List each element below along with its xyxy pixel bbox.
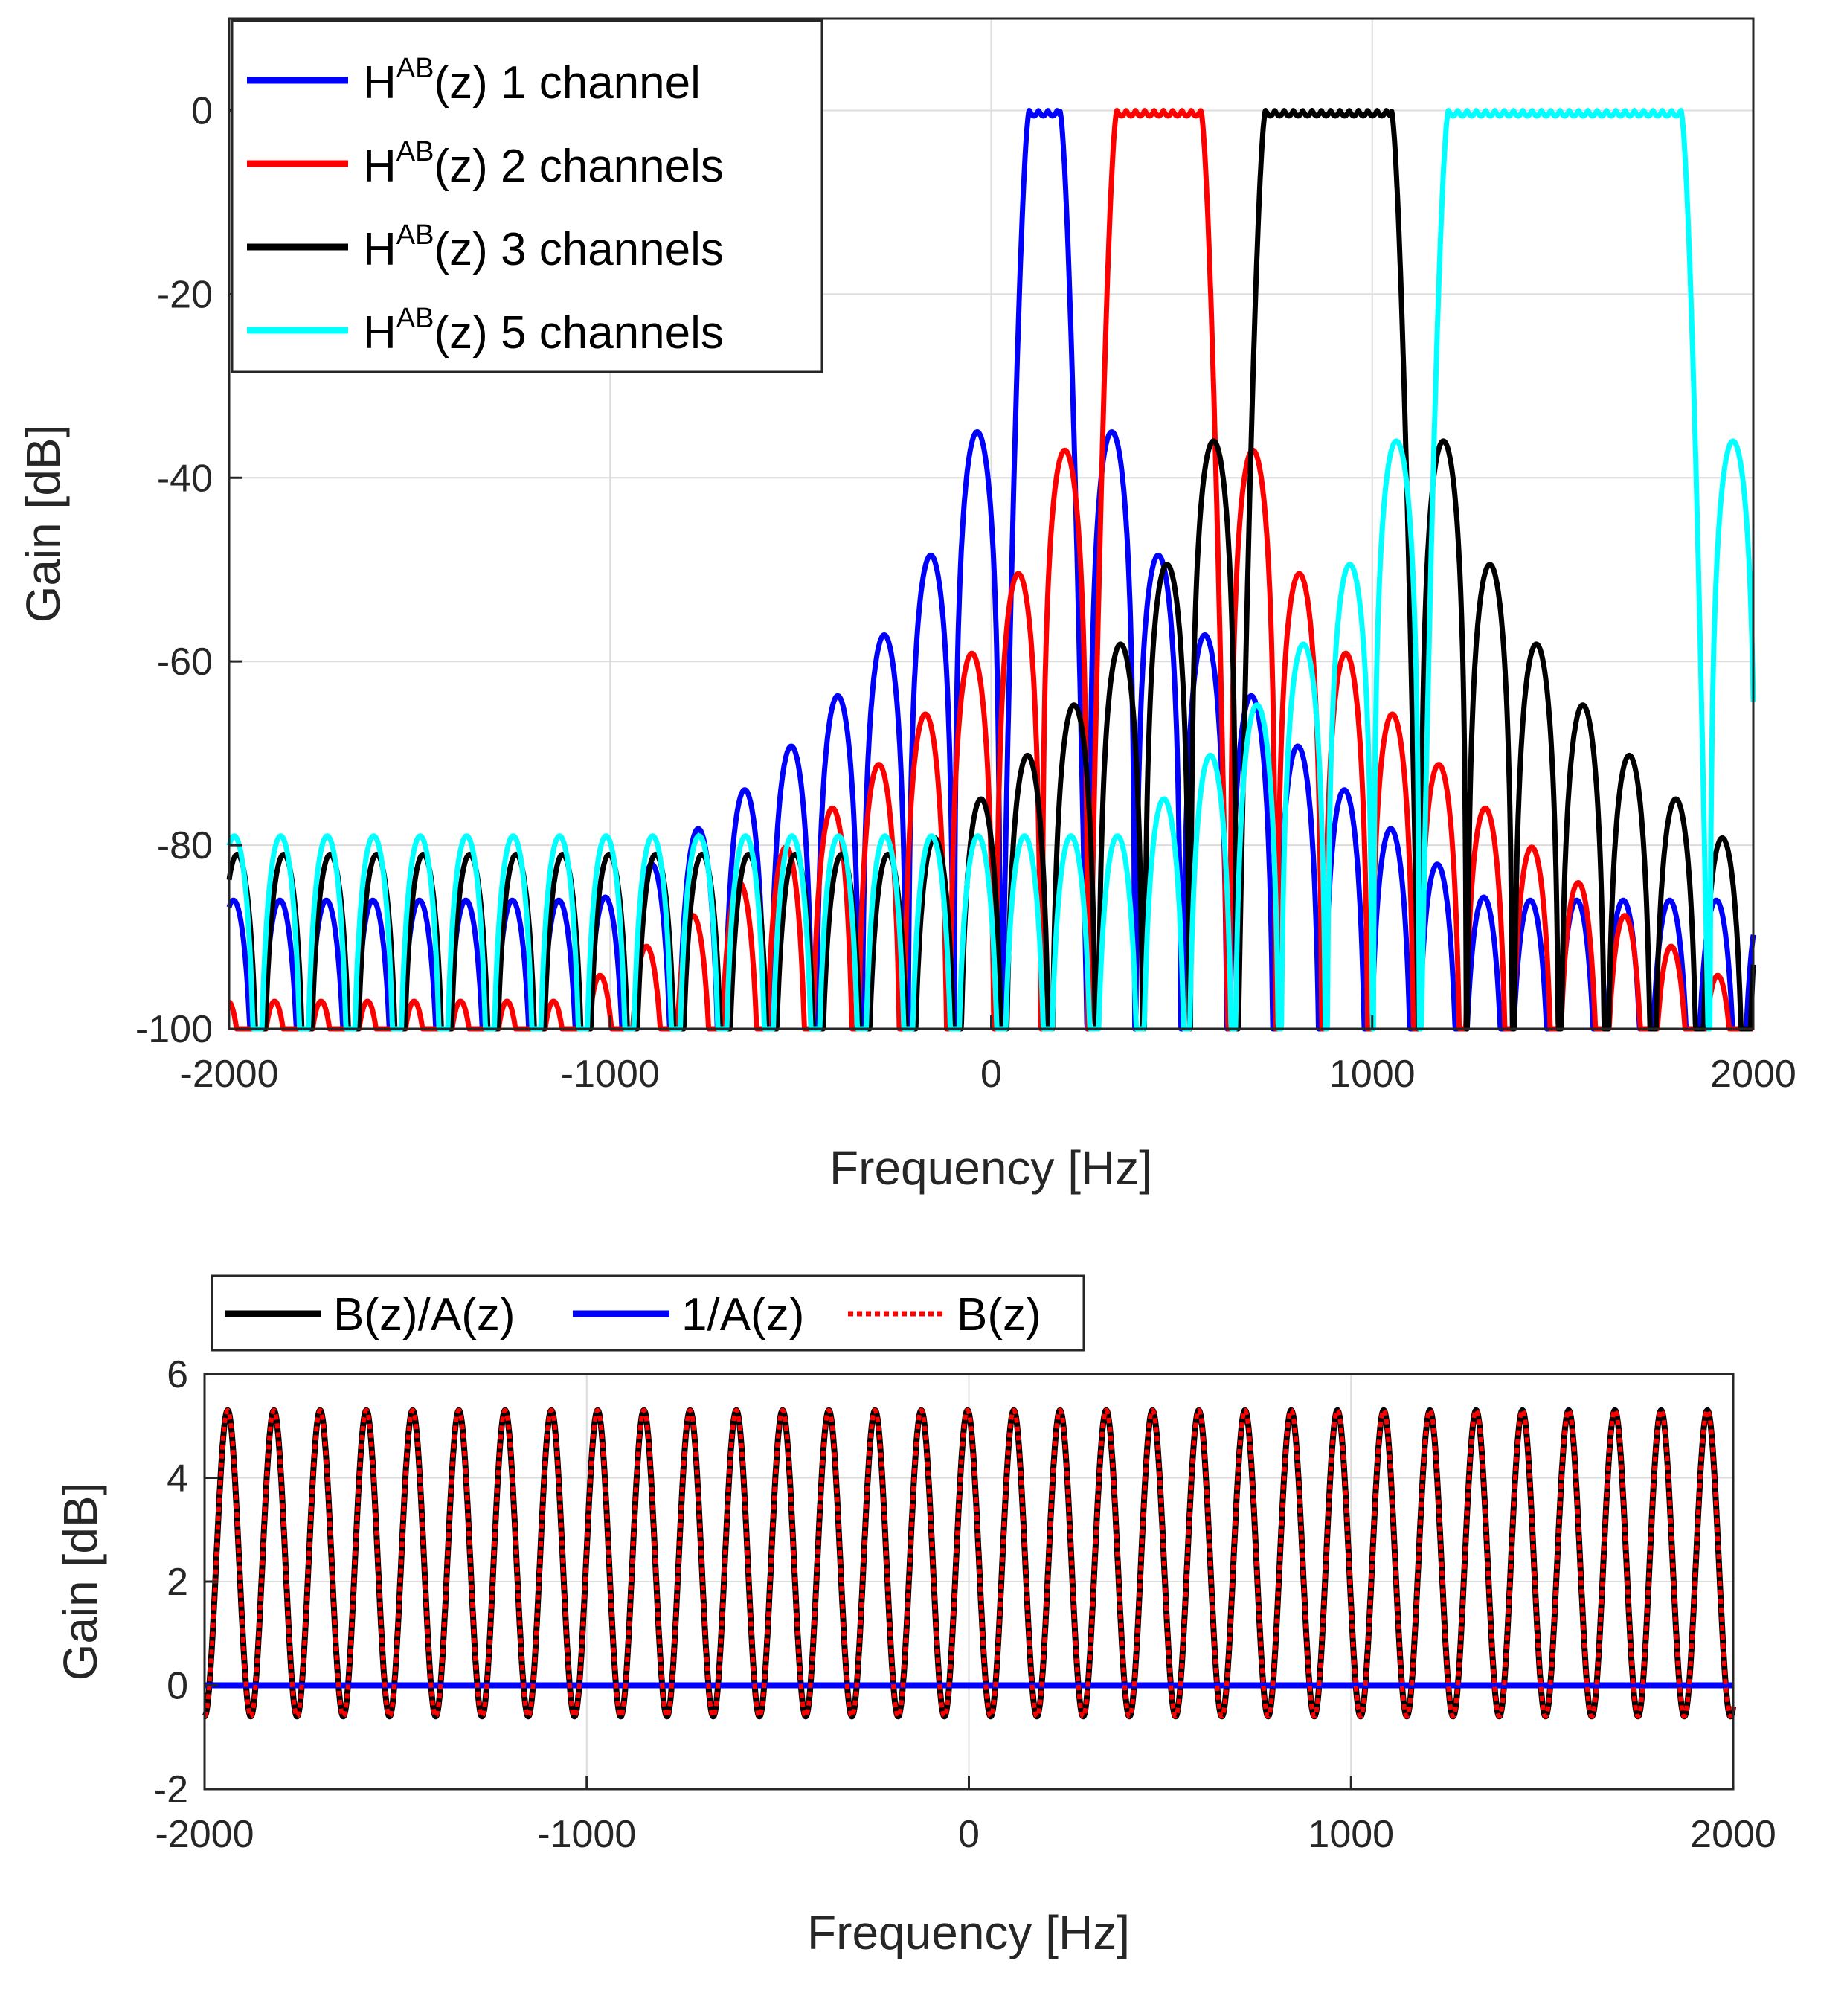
bottom-ytick-label: 2 [167, 1561, 188, 1604]
bottom-xticks: -2000 -1000 0 1000 2000 [155, 1776, 1776, 1856]
top-yticks: 0 -20 -40 -60 -80 -100 [135, 89, 242, 1051]
bottom-series [202, 1407, 1736, 1720]
legend-label-rest: (z) 3 channels [434, 224, 723, 275]
top-legend-label: HAB(z) 2 channels [363, 136, 724, 192]
bottom-xtick-label: -1000 [537, 1813, 636, 1856]
legend-label-rest: (z) 5 channels [434, 307, 723, 359]
top-xticks: -2000 -1000 0 1000 2000 [180, 1015, 1796, 1096]
legend-label-superscript: AB [396, 303, 434, 334]
top-xtick-label: 1000 [1329, 1053, 1416, 1096]
top-xtick-label: 0 [980, 1053, 1002, 1096]
bottom-y-axis-label: Gain [dB] [54, 1483, 107, 1681]
legend-label-rest: (z) 2 channels [434, 141, 723, 192]
bottom-yticks: 6 4 2 0 -2 [154, 1353, 218, 1811]
top-ytick-label: -100 [135, 1008, 213, 1051]
top-legend-label: HAB(z) 5 channels [363, 303, 724, 359]
bottom-ytick-label: 6 [167, 1353, 188, 1396]
bottom-legend-label: B(z)/A(z) [333, 1289, 515, 1341]
bottom-legend: B(z)/A(z) 1/A(z) B(z) [211, 1274, 1085, 1352]
bottom-xtick-label: 0 [958, 1813, 980, 1856]
top-ytick-label: -80 [157, 824, 213, 867]
top-xtick-label: -2000 [180, 1053, 279, 1096]
top-series [226, 108, 1756, 1032]
bottom-legend-label: B(z) [957, 1289, 1041, 1341]
bottom-series-line-3 [202, 1407, 1735, 1719]
legend-label-main: H [363, 141, 396, 192]
top-xtick-label: -1000 [561, 1053, 660, 1096]
legend-label-superscript: AB [396, 53, 434, 84]
top-y-axis-label: Gain [dB] [16, 425, 70, 623]
bottom-legend-label: 1/A(z) [681, 1289, 804, 1341]
legend-label-main: H [363, 307, 396, 359]
top-ytick-label: -60 [157, 641, 213, 684]
legend-label-superscript: AB [396, 219, 434, 251]
top-xtick-label: 2000 [1710, 1053, 1796, 1096]
top-panel: -2000 -1000 0 1000 2000 0 -20 -40 -60 -80 -100 Fr… [16, 17, 1796, 1195]
top-ytick-label: -20 [157, 273, 213, 316]
bottom-legend-items: B(z)/A(z) 1/A(z) B(z) [225, 1289, 1041, 1341]
bottom-ytick-label: 0 [167, 1665, 188, 1708]
bottom-ytick-label: 4 [167, 1457, 188, 1500]
legend-label-main: H [363, 57, 396, 109]
bottom-xtick-label: 1000 [1308, 1813, 1394, 1856]
legend-label-rest: (z) 1 channel [434, 57, 700, 109]
top-legend-label: HAB(z) 1 channel [363, 53, 701, 109]
top-series-line-4 [226, 108, 1756, 1032]
bottom-xtick-label: 2000 [1690, 1813, 1776, 1856]
top-ytick-label: 0 [191, 89, 213, 132]
top-ytick-label: -40 [157, 457, 213, 500]
legend-label-superscript: AB [396, 136, 434, 167]
bottom-x-axis-label: Frequency [Hz] [807, 1906, 1130, 1959]
legend-label-main: H [363, 224, 396, 275]
top-x-axis-label: Frequency [Hz] [829, 1141, 1152, 1195]
bottom-panel: -2000 -1000 0 1000 2000 6 4 2 0 -2 Frequency [Hz… [54, 1274, 1776, 1959]
top-legend-label: HAB(z) 3 channels [363, 219, 724, 275]
bottom-ytick-label: -2 [154, 1768, 188, 1811]
bottom-xtick-label: -2000 [155, 1813, 254, 1856]
